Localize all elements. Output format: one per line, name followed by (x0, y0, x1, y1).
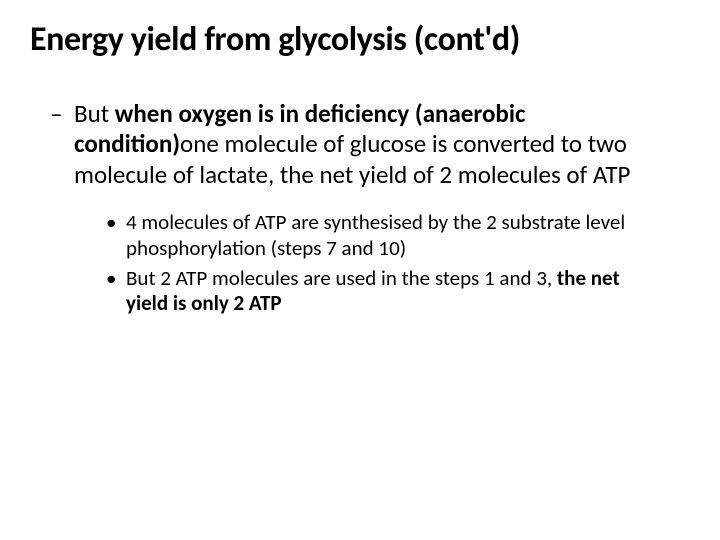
dash-bullet-icon: – (50, 99, 62, 130)
sub-bullet-1-text: 4 molecules of ATP are synthesised by th… (126, 209, 625, 261)
body-text: But when oxygen is in deficiency (anaero… (74, 98, 630, 190)
body-prefix: But (74, 98, 115, 129)
sub-bullet-2-prefix: But 2 ATP molecules are used in the step… (126, 265, 557, 291)
slide: Energy yield from glycolysis (cont'd) – … (0, 0, 720, 540)
sub-bullet-2: • But 2 ATP molecules are used in the st… (126, 266, 660, 317)
sub-bullet-2-text: But 2 ATP molecules are used in the step… (126, 265, 620, 317)
body-paragraph: – But when oxygen is in deficiency (anae… (74, 99, 666, 191)
slide-title: Energy yield from glycolysis (cont'd) (30, 20, 690, 61)
sub-bullets: • 4 molecules of ATP are synthesised by … (126, 210, 660, 316)
sub-bullet-1: • 4 molecules of ATP are synthesised by … (126, 210, 660, 261)
dot-bullet-icon: • (106, 266, 116, 292)
dot-bullet-icon: • (106, 210, 116, 236)
